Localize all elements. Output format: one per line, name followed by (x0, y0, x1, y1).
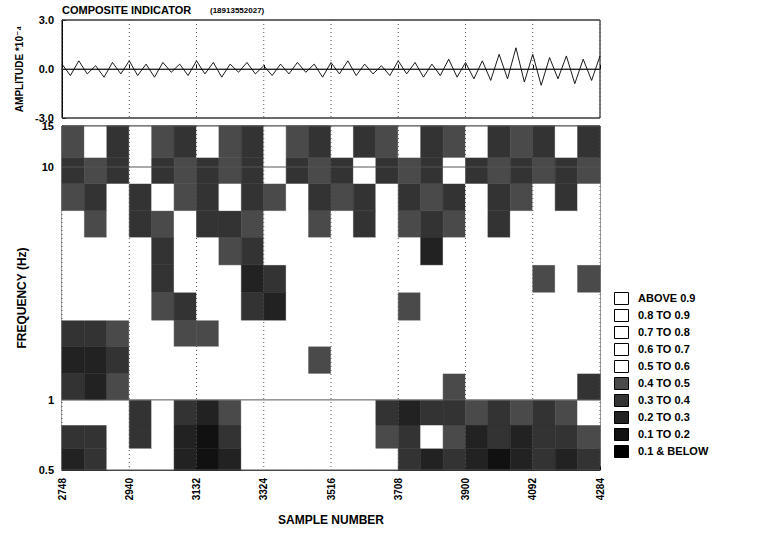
svg-text:FREQUENCY (Hz): FREQUENCY (Hz) (15, 247, 29, 348)
svg-text:0.2 TO 0.3: 0.2 TO 0.3 (638, 411, 690, 423)
svg-text:0.4 TO 0.5: 0.4 TO 0.5 (638, 377, 690, 389)
svg-text:0.8 TO 0.9: 0.8 TO 0.9 (638, 309, 690, 321)
svg-text:0.1 TO 0.2: 0.1 TO 0.2 (638, 428, 690, 440)
svg-text:COMPOSITE INDICATOR: COMPOSITE INDICATOR (62, 4, 191, 16)
svg-text:15: 15 (42, 120, 54, 132)
svg-text:3.0: 3.0 (39, 14, 54, 26)
svg-text:3132: 3132 (191, 478, 202, 501)
svg-text:ABOVE 0.9: ABOVE 0.9 (638, 292, 695, 304)
svg-text:1: 1 (48, 394, 54, 406)
svg-text:3708: 3708 (393, 478, 404, 501)
svg-text:0.6 TO 0.7: 0.6 TO 0.7 (638, 343, 690, 355)
svg-text:3900: 3900 (460, 478, 471, 501)
svg-text:0.5: 0.5 (39, 464, 54, 476)
svg-text:0.5 TO 0.6: 0.5 TO 0.6 (638, 360, 690, 372)
svg-text:4284: 4284 (595, 478, 606, 501)
svg-text:0.3 TO 0.4: 0.3 TO 0.4 (638, 394, 691, 406)
svg-text:0.7 TO 0.8: 0.7 TO 0.8 (638, 326, 690, 338)
svg-text:3324: 3324 (258, 478, 269, 501)
svg-text:2940: 2940 (124, 478, 135, 501)
svg-text:0.1 & BELOW: 0.1 & BELOW (638, 445, 709, 457)
svg-text:(18913552027): (18913552027) (210, 6, 265, 15)
svg-text:10: 10 (42, 161, 54, 173)
svg-text:AMPLITUDE *10⁻⁴: AMPLITUDE *10⁻⁴ (14, 26, 25, 112)
svg-text:2748: 2748 (57, 478, 68, 501)
svg-text:4092: 4092 (527, 478, 538, 501)
svg-text:3516: 3516 (326, 478, 337, 501)
svg-text:0.0: 0.0 (39, 63, 54, 75)
svg-text:SAMPLE NUMBER: SAMPLE NUMBER (278, 513, 384, 527)
svg-text:-3.0: -3.0 (35, 112, 54, 124)
